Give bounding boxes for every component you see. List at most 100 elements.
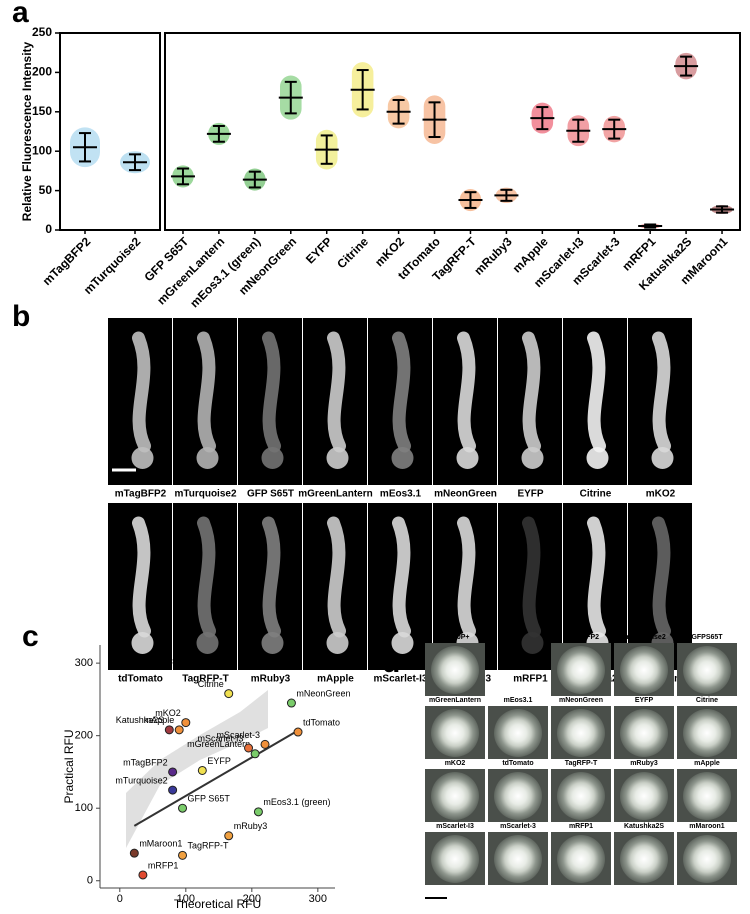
point (168, 785, 178, 795)
hypha (457, 516, 476, 638)
plate-label: mRuby3 (630, 760, 658, 767)
point-label: mRuby3 (234, 821, 268, 831)
hypha (327, 516, 346, 638)
micrograph-label: mTagBFP2 (115, 489, 167, 500)
point-label: mEos3.1 (green) (263, 797, 330, 807)
plate-label: A1160P+ (441, 634, 470, 641)
colony (557, 709, 605, 757)
point (286, 698, 296, 708)
y-tick-label: 0 (45, 222, 52, 236)
point-label: mGreenLantern (187, 739, 250, 749)
colony (683, 772, 731, 820)
micrograph-label: mGreenLantern (298, 489, 372, 500)
spore (391, 447, 414, 469)
colony (620, 835, 668, 883)
x-tick-label: 200 (243, 893, 261, 905)
y-tick-label: 200 (75, 730, 93, 742)
x-tick-label: 100 (177, 893, 195, 905)
point (293, 727, 303, 737)
spore (651, 447, 674, 469)
plot-frame (164, 32, 741, 231)
spore (131, 447, 154, 469)
spore (326, 632, 349, 654)
micrograph-label: mRFP1 (513, 674, 548, 685)
plate-label: mRFP1 (569, 823, 593, 830)
spore (521, 447, 544, 469)
x-tick-label: mKO2 (372, 234, 407, 269)
plate-label: EYFP (635, 697, 654, 704)
colony (431, 835, 479, 883)
hypha (652, 516, 671, 638)
colony (557, 835, 605, 883)
plate-label: mTagBFP2 (563, 634, 599, 641)
colony (683, 835, 731, 883)
plate-label: Citrine (696, 697, 718, 704)
hypha (587, 516, 606, 638)
x-tick-label: 300 (309, 893, 327, 905)
plate-label: mTurquoise2 (622, 634, 666, 641)
hypha (522, 516, 541, 638)
colony (431, 646, 479, 694)
spore (326, 447, 349, 469)
hypha (392, 516, 411, 638)
micrograph-label: mTurquoise2 (174, 489, 236, 500)
point-label: tdTomato (303, 717, 340, 727)
panel-letter: a (12, 0, 29, 29)
colony (683, 646, 731, 694)
colony (494, 772, 542, 820)
colony (620, 709, 668, 757)
point (253, 807, 263, 817)
point-label: mNeonGreen (296, 688, 350, 698)
plate-label: mNeonGreen (559, 697, 603, 704)
point-label: GFP S65T (188, 794, 231, 804)
point-label: EYFP (207, 756, 231, 766)
spore (521, 632, 544, 654)
x-tick-label: EYFP (303, 234, 335, 266)
plate-label: GFPS65T (691, 634, 723, 641)
point (224, 831, 234, 841)
plate-label: mKO2 (445, 760, 466, 767)
x-tick-label: 0 (117, 893, 123, 905)
colony (683, 709, 731, 757)
plate-label: tdTomato (502, 760, 533, 767)
point-label: mRFP1 (148, 860, 179, 870)
hypha (197, 516, 216, 638)
plate-label: mMaroon1 (689, 823, 725, 830)
point (244, 743, 254, 753)
plate-label: mScarlet-3 (500, 823, 536, 830)
hypha (587, 331, 606, 453)
y-tick-label: 100 (75, 802, 93, 814)
y-axis-label: Practical RFU (62, 729, 76, 803)
point (260, 739, 270, 749)
micrograph-label: Citrine (580, 489, 612, 500)
spore (261, 447, 284, 469)
colony (620, 646, 668, 694)
point (164, 725, 174, 735)
point-label: mTurquoise2 (115, 775, 167, 785)
point (178, 803, 188, 813)
x-tick-label: mTagBFP2 (40, 234, 94, 288)
y-tick-label: 150 (32, 104, 52, 118)
plate-label: mApple (694, 760, 720, 767)
colony (431, 772, 479, 820)
point (197, 765, 207, 775)
hypha (132, 516, 151, 638)
colony (494, 709, 542, 757)
point-label: mApple (144, 715, 175, 725)
point-label: mScarlet-I3 (198, 733, 244, 743)
point-label: Katushka2S (116, 715, 165, 725)
spore (391, 632, 414, 654)
spore (261, 632, 284, 654)
point-label: mScarlet-3 (217, 730, 261, 740)
hypha (652, 331, 671, 453)
x-tick-label: Citrine (334, 234, 371, 271)
plot-frame (59, 32, 161, 231)
colony (431, 709, 479, 757)
point (168, 767, 178, 777)
micrograph-label: TagRFP-T (182, 674, 228, 685)
panel-letter: b (12, 300, 30, 333)
y-axis-label: Relative Fluorescence Intensity (20, 41, 34, 221)
point (138, 870, 148, 880)
point (178, 850, 188, 860)
